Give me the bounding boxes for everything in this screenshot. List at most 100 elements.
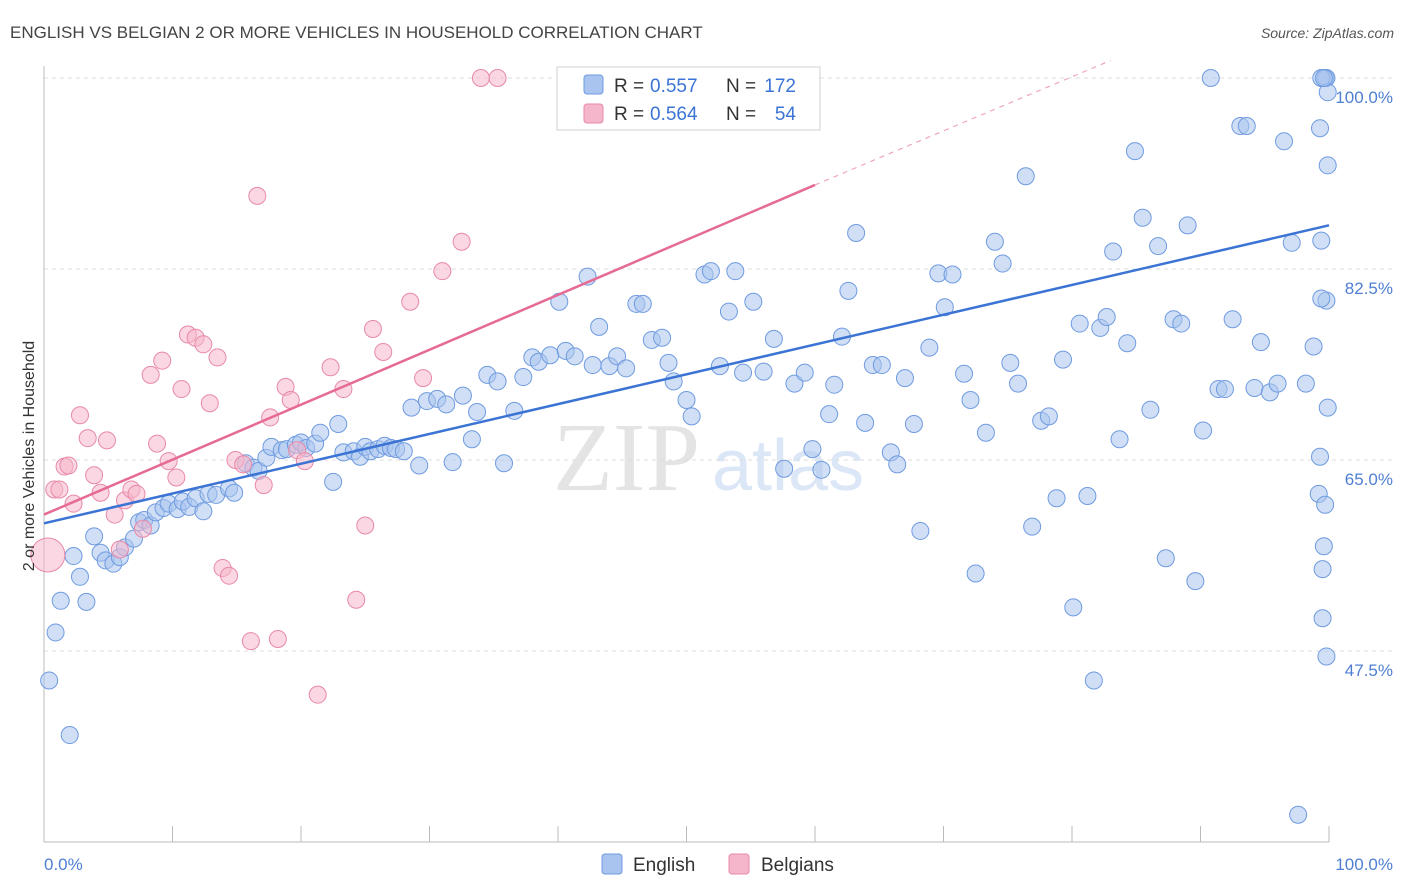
english-point-130 [1047, 489, 1066, 508]
belgian-point-18 [148, 434, 167, 453]
english-point-41 [324, 472, 343, 491]
belgian-point-0 [30, 537, 66, 573]
english-points [40, 69, 1337, 824]
english-point-1 [46, 623, 65, 642]
english-point-123 [993, 254, 1012, 273]
english-point-5 [70, 567, 89, 586]
english-point-82 [653, 328, 672, 347]
english-point-143 [1141, 400, 1160, 419]
english-point-72 [565, 347, 584, 366]
english-point-133 [1070, 314, 1089, 333]
english-point-83 [659, 353, 678, 372]
english-point-183 [1318, 398, 1337, 417]
y-tick-labels: 100.0% 82.5% 65.0% 47.5% [1335, 88, 1393, 680]
bottom-legend-swatch-belgians [728, 853, 750, 875]
belgian-point-53 [488, 69, 507, 87]
english-point-125 [1009, 374, 1028, 393]
belgian-point-32 [241, 632, 260, 651]
english-point-122 [985, 232, 1004, 251]
english-point-121 [976, 423, 995, 442]
english-point-147 [1172, 314, 1191, 333]
y-tick-label-2: 65.0% [1345, 470, 1393, 489]
bottom-legend-english: English [633, 855, 695, 876]
legend-n-value-belgians: 54 [775, 104, 797, 125]
english-point-106 [856, 413, 875, 432]
belgian-point-52 [471, 69, 490, 87]
english-point-129 [1039, 407, 1058, 426]
english-point-58 [443, 453, 462, 472]
belgian-point-7 [78, 429, 97, 448]
english-point-114 [920, 338, 939, 357]
belgian-point-27 [208, 348, 227, 367]
english-point-120 [966, 564, 985, 583]
belgian-point-31 [234, 455, 253, 474]
english-point-171 [1312, 231, 1331, 250]
english-point-151 [1201, 69, 1220, 87]
english-point-126 [1016, 167, 1035, 186]
english-point-94 [754, 362, 773, 381]
english-point-148 [1178, 216, 1197, 235]
english-point-53 [402, 398, 421, 417]
english-point-127 [1023, 517, 1042, 536]
english-point-112 [904, 414, 923, 433]
belgian-point-36 [268, 629, 287, 648]
english-point-93 [744, 292, 763, 311]
english-point-0 [40, 671, 59, 690]
english-point-132 [1064, 598, 1083, 617]
axes [43, 66, 1330, 843]
english-point-88 [701, 262, 720, 281]
belgian-point-45 [356, 516, 375, 535]
english-point-75 [590, 317, 609, 336]
english-point-156 [1237, 117, 1256, 136]
y-tick-label-1: 82.5% [1345, 279, 1393, 298]
english-point-24 [194, 502, 213, 521]
legend-r-label-english: R = [614, 76, 644, 97]
english-point-99 [803, 440, 822, 459]
english-point-161 [1275, 132, 1294, 151]
english-point-145 [1156, 549, 1175, 568]
english-point-54 [410, 456, 429, 475]
english-point-69 [541, 346, 560, 365]
english-point-105 [847, 223, 866, 242]
english-point-131 [1054, 350, 1073, 369]
english-point-173 [1313, 560, 1332, 579]
english-point-28 [225, 483, 244, 502]
english-point-77 [608, 347, 627, 366]
x-tick-label-min: 0.0% [44, 855, 83, 874]
english-point-40 [311, 423, 330, 442]
x-tick-label-max: 100.0% [1335, 855, 1393, 874]
belgian-points [30, 69, 507, 704]
english-point-124 [1001, 353, 1020, 372]
belgian-point-16 [133, 519, 152, 538]
english-point-111 [895, 369, 914, 388]
english-point-134 [1078, 487, 1097, 506]
english-point-42 [329, 414, 348, 433]
english-point-162 [1282, 233, 1301, 252]
legend-swatch-english [583, 74, 604, 95]
english-point-154 [1223, 310, 1242, 329]
english-point-170 [1318, 156, 1337, 175]
belgian-trend-line [43, 183, 816, 516]
english-point-101 [820, 405, 839, 424]
watermark-zip: ZIP [553, 404, 700, 512]
english-point-91 [726, 262, 745, 281]
belgian-point-26 [200, 394, 219, 413]
english-point-141 [1125, 142, 1144, 161]
english-point-119 [961, 390, 980, 409]
english-point-181 [1317, 647, 1336, 666]
english-point-144 [1149, 237, 1168, 256]
english-point-174 [1316, 495, 1335, 514]
english-point-78 [617, 359, 636, 378]
chart-source: Source: ZipAtlas.com [1261, 25, 1394, 41]
english-point-137 [1097, 308, 1116, 327]
legend-n-value-english: 172 [764, 76, 796, 97]
english-point-110 [888, 455, 907, 474]
english-point-95 [764, 329, 783, 348]
english-point-61 [468, 402, 487, 421]
english-point-158 [1251, 333, 1270, 352]
y-tick-label-0: 100.0% [1335, 88, 1393, 107]
watermark: ZIP atlas [553, 404, 864, 512]
english-point-169 [1314, 537, 1333, 556]
english-point-117 [943, 265, 962, 284]
